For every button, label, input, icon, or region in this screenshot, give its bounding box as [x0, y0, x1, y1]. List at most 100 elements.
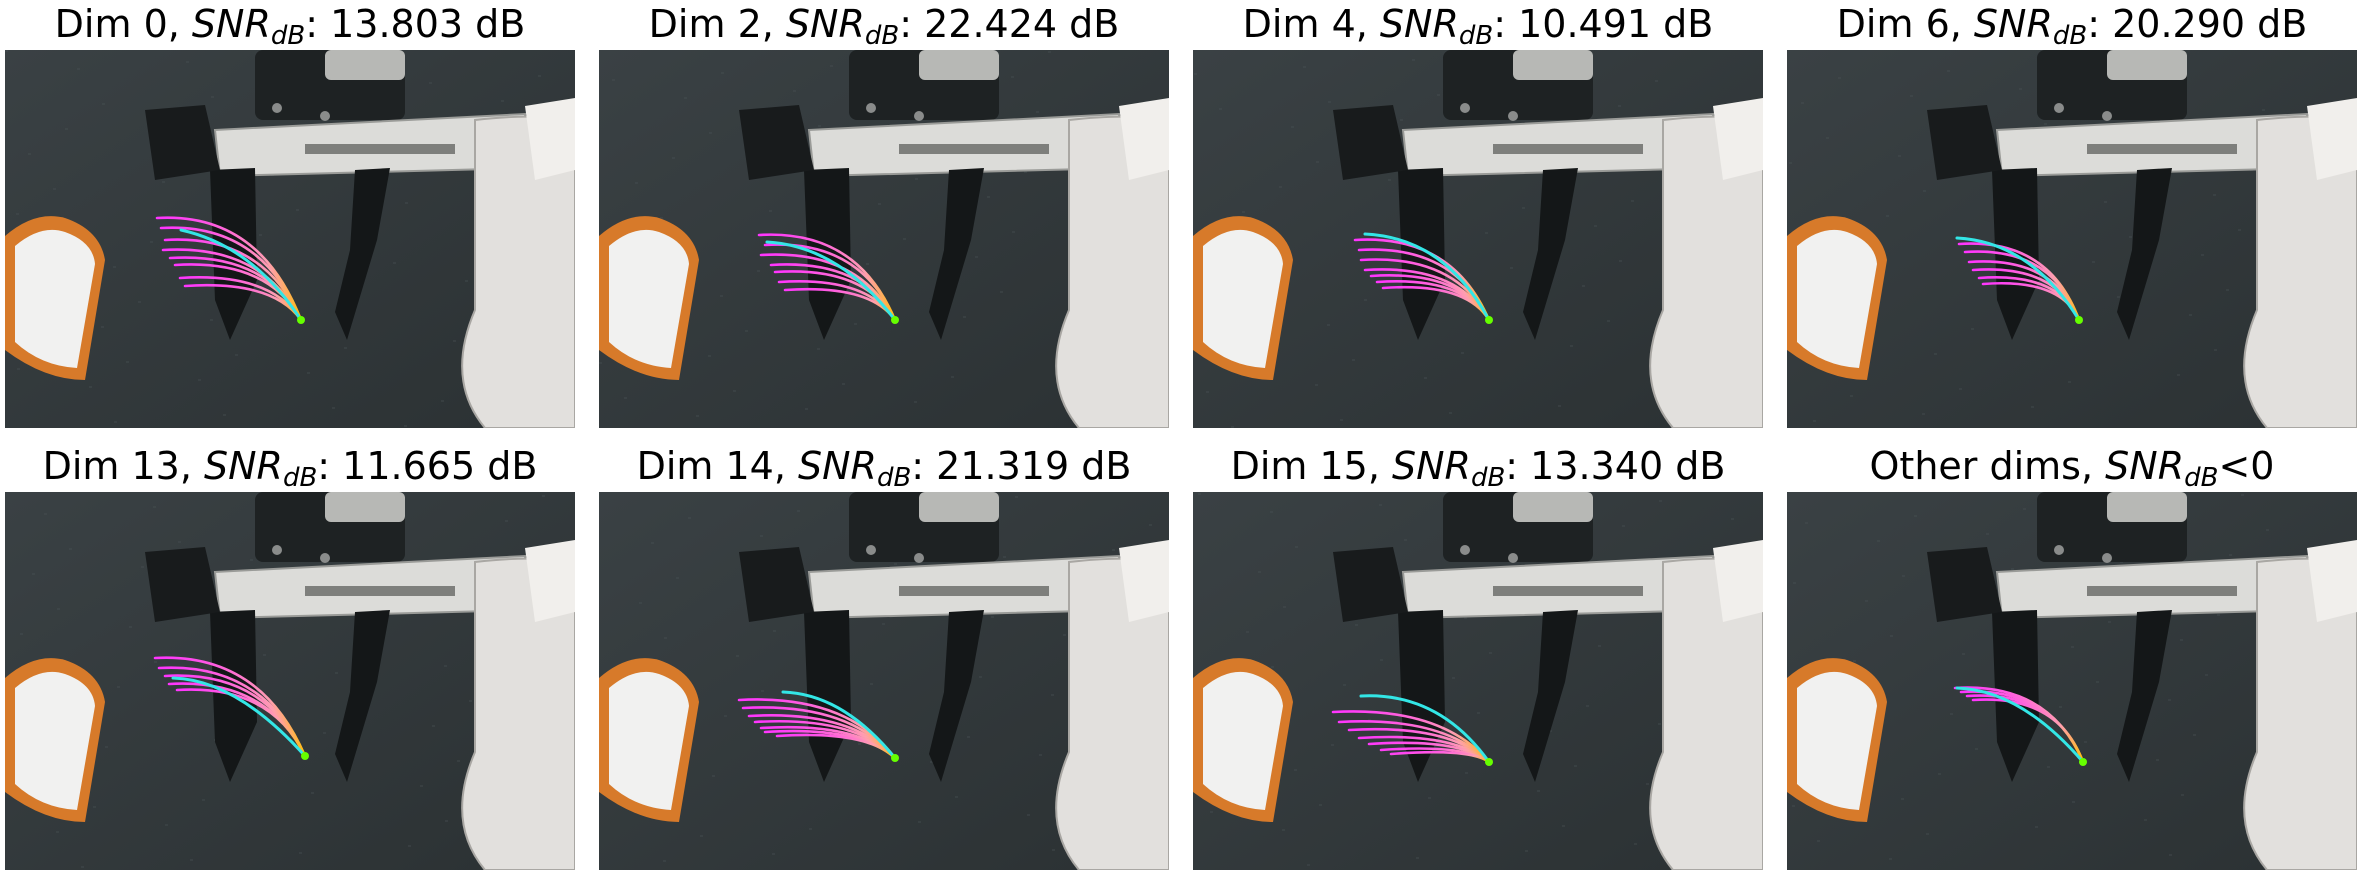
floor-speckle	[612, 79, 615, 81]
robot-screw	[272, 545, 282, 555]
trajectory-line-cyan	[781, 690, 897, 760]
trajectory-frame	[1787, 492, 2357, 870]
floor-speckle	[2189, 314, 2192, 316]
floor-speckle	[57, 608, 60, 610]
panel-dim-6: Dim 6, SNRdB: 20.290 dB	[1787, 0, 2357, 428]
trajectory-endpoint	[891, 316, 899, 324]
panel-dim-14: Dim 14, SNRdB: 21.319 dB	[599, 442, 1169, 870]
floor-speckle	[1307, 864, 1310, 866]
floor-speckle	[2193, 734, 2196, 736]
trajectory-endpoint	[1485, 316, 1493, 324]
robot-arm-joint	[325, 492, 405, 522]
floor-speckle	[211, 96, 214, 98]
floor-speckle	[335, 672, 338, 674]
floor-speckle	[1283, 606, 1286, 608]
floor-speckle	[1355, 624, 1358, 626]
floor-speckle	[1986, 533, 1989, 535]
snr-subscript: dB	[2052, 21, 2088, 51]
floor-speckle	[1316, 161, 1319, 163]
trajectory-endpoint	[1485, 758, 1493, 766]
robot-arm-joint	[2107, 50, 2187, 80]
floor-speckle	[1194, 73, 1197, 75]
robot-screw	[320, 111, 330, 121]
bread-slice	[1203, 229, 1283, 368]
floor-speckle	[1838, 77, 1841, 79]
gripper-vent	[305, 144, 455, 154]
floor-speckle	[1271, 666, 1274, 668]
floor-speckle	[1570, 345, 1573, 347]
bread-slice	[1203, 671, 1283, 810]
floor-speckle	[708, 355, 711, 357]
floor-speckle	[2096, 681, 2099, 683]
floor-speckle	[114, 421, 117, 423]
floor-speckle	[5, 50, 8, 52]
floor-speckle	[126, 361, 129, 363]
robot-screw	[866, 103, 876, 113]
floor-speckle	[797, 510, 800, 512]
trajectory-endpoint	[2075, 316, 2083, 324]
floor-speckle	[2108, 621, 2111, 623]
floor-speckle	[89, 386, 92, 388]
floor-speckle	[1793, 582, 1796, 584]
title-suffix: : 13.803 dB	[305, 2, 526, 46]
floor-speckle	[1582, 285, 1585, 287]
trajectory-endpoint	[891, 754, 899, 762]
panel-title: Dim 2, SNRdB: 22.424 dB	[599, 0, 1169, 49]
panel-title: Dim 0, SNRdB: 13.803 dB	[5, 0, 575, 49]
floor-speckle	[1198, 493, 1201, 495]
floor-speckle	[1242, 211, 1245, 213]
floor-speckle	[1622, 525, 1625, 527]
floor-speckle	[1975, 748, 1978, 750]
floor-speckle	[2214, 349, 2217, 351]
floor-speckle	[1052, 849, 1055, 851]
floor-speckle	[1890, 635, 1893, 637]
floor-speckle	[1865, 600, 1868, 602]
gripper-finger-right	[2117, 168, 2172, 340]
floor-speckle	[818, 125, 821, 127]
panel-title: Dim 14, SNRdB: 21.319 dB	[599, 442, 1169, 491]
panel-dim-0: Dim 0, SNRdB: 13.803 dB	[5, 0, 575, 428]
floor-speckle	[1258, 571, 1261, 573]
floor-speckle	[153, 506, 156, 508]
floor-speckle	[1898, 155, 1901, 157]
floor-speckle	[2156, 759, 2159, 761]
floor-speckle	[2072, 801, 2075, 803]
trajectory-endpoint	[2079, 758, 2087, 766]
floor-speckle	[866, 263, 869, 265]
floor-speckle	[1424, 377, 1427, 379]
floor-speckle	[1922, 413, 1925, 415]
robot-screw	[2054, 103, 2064, 113]
trajectory-line	[163, 238, 303, 322]
floor-speckle	[1658, 723, 1661, 725]
gripper-vent	[1493, 586, 1643, 596]
title-suffix: : 20.290 dB	[2087, 2, 2308, 46]
floor-speckle	[332, 407, 335, 409]
floor-speckle	[914, 401, 917, 403]
floor-speckle	[344, 347, 347, 349]
floor-speckle	[1352, 359, 1355, 361]
floor-speckle	[186, 61, 189, 63]
gripper-finger-left	[210, 168, 257, 340]
gripper-bracket	[739, 547, 814, 622]
floor-speckle	[1464, 617, 1467, 619]
gripper-finger-right	[929, 610, 984, 782]
bread-slice	[609, 671, 689, 810]
robot-screw	[272, 103, 282, 113]
floor-speckle	[830, 65, 833, 67]
floor-speckle	[20, 633, 23, 635]
floor-speckle	[1947, 70, 1950, 72]
floor-speckle	[1886, 215, 1889, 217]
bread-slice	[1797, 229, 1877, 368]
panel-title: Dim 6, SNRdB: 20.290 dB	[1787, 0, 2357, 51]
floor-speckle	[1465, 772, 1468, 774]
robot-screw	[1460, 103, 1470, 113]
floor-speckle	[1801, 102, 1804, 104]
floor-speckle	[44, 513, 47, 515]
trajectory-frame	[5, 50, 575, 428]
panel-dim-4: Dim 4, SNRdB: 10.491 dB	[1193, 0, 1763, 428]
panel-title: Other dims, SNRdB<0	[1787, 442, 2357, 491]
floor-speckle	[663, 860, 666, 862]
floor-speckle	[65, 128, 68, 130]
floor-speckle	[1607, 320, 1610, 322]
white-appliance-top	[1713, 540, 1763, 622]
